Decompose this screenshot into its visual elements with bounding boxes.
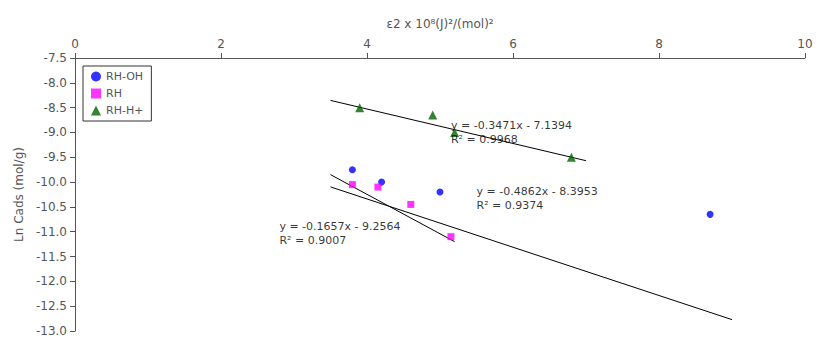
svg-text:-9.5: -9.5 bbox=[44, 150, 67, 164]
svg-text:6: 6 bbox=[509, 37, 517, 51]
svg-text:y = -0.3471x - 7.1394: y = -0.3471x - 7.1394 bbox=[451, 119, 572, 132]
svg-text:2: 2 bbox=[217, 37, 225, 51]
svg-text:y = -0.4862x - 8.3953: y = -0.4862x - 8.3953 bbox=[477, 185, 598, 198]
svg-text:-10.5: -10.5 bbox=[36, 200, 67, 214]
svg-text:ε2 x 10⁸(J)²/(mol)²: ε2 x 10⁸(J)²/(mol)² bbox=[386, 17, 493, 31]
svg-text:R² = 0.9007: R² = 0.9007 bbox=[279, 234, 346, 247]
svg-text:y = -0.1657x - 9.2564: y = -0.1657x - 9.2564 bbox=[279, 220, 400, 233]
svg-text:RH-OH: RH-OH bbox=[106, 70, 143, 83]
svg-text:RH: RH bbox=[106, 87, 122, 100]
svg-text:Ln Cads (mol/g): Ln Cads (mol/g) bbox=[12, 147, 26, 242]
svg-text:RH-H+: RH-H+ bbox=[106, 104, 143, 117]
svg-text:0: 0 bbox=[71, 37, 79, 51]
svg-text:8: 8 bbox=[655, 37, 663, 51]
svg-text:-9.0: -9.0 bbox=[44, 125, 67, 139]
svg-text:-7.5: -7.5 bbox=[44, 51, 67, 65]
svg-text:R² = 0.9374: R² = 0.9374 bbox=[477, 199, 544, 212]
svg-text:R² = 0.9968: R² = 0.9968 bbox=[451, 133, 518, 146]
svg-text:-12.5: -12.5 bbox=[36, 299, 67, 313]
svg-text:-11.5: -11.5 bbox=[36, 250, 67, 264]
svg-text:-11.0: -11.0 bbox=[36, 225, 67, 239]
svg-text:-10.0: -10.0 bbox=[36, 175, 67, 189]
svg-text:10: 10 bbox=[797, 37, 812, 51]
svg-text:4: 4 bbox=[363, 37, 371, 51]
svg-text:-13.0: -13.0 bbox=[36, 324, 67, 338]
svg-text:-12.0: -12.0 bbox=[36, 274, 67, 288]
svg-text:-8.5: -8.5 bbox=[44, 101, 67, 115]
svg-text:-8.0: -8.0 bbox=[44, 76, 67, 90]
